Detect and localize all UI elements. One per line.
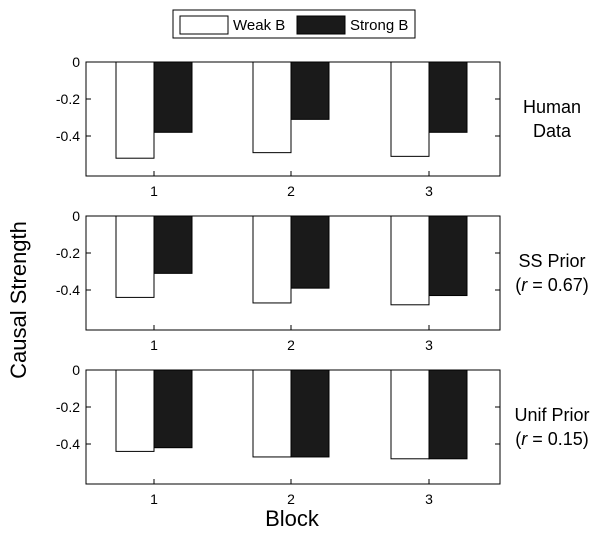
panel-label-line: Human bbox=[523, 97, 581, 117]
x-tick-label: 1 bbox=[150, 337, 158, 353]
legend-label-weak-b: Weak B bbox=[233, 17, 285, 34]
bar-panel1-weak-b-block3 bbox=[390, 61, 430, 157]
x-tick-label: 1 bbox=[150, 183, 158, 199]
y-tick-label: -0.4 bbox=[56, 128, 80, 144]
bar-panel2-strong-b-block3 bbox=[428, 215, 468, 297]
x-tick-label: 3 bbox=[425, 337, 433, 353]
legend-label-strong-b: Strong B bbox=[350, 17, 408, 34]
bar-panel1-weak-b-block2 bbox=[252, 61, 292, 154]
panel-label-line: Data bbox=[533, 121, 572, 141]
y-tick-label: -0.2 bbox=[56, 91, 80, 107]
bar-panel3-weak-b-block2 bbox=[252, 369, 292, 458]
x-tick-label: 1 bbox=[150, 491, 158, 507]
legend-swatch-weak-b bbox=[179, 15, 229, 35]
bar-panel3-strong-b-block1 bbox=[153, 369, 193, 449]
y-tick-label: 0 bbox=[72, 208, 80, 224]
panel-label-line: SS Prior bbox=[518, 251, 585, 271]
bar-panel3-weak-b-block3 bbox=[390, 369, 430, 460]
bar-panel1-strong-b-block1 bbox=[153, 61, 193, 133]
bar-panel2-weak-b-block1 bbox=[115, 215, 155, 298]
x-tick-label: 2 bbox=[287, 337, 295, 353]
y-tick-label: -0.4 bbox=[56, 282, 80, 298]
bar-panel2-strong-b-block2 bbox=[290, 215, 330, 289]
x-tick-label: 3 bbox=[425, 183, 433, 199]
x-tick-label: 2 bbox=[287, 183, 295, 199]
bar-panel1-strong-b-block3 bbox=[428, 61, 468, 133]
y-tick-label: -0.4 bbox=[56, 436, 80, 452]
legend-swatch-strong-b bbox=[296, 15, 346, 35]
y-tick-label: 0 bbox=[72, 54, 80, 70]
panel-1: 0 -0.2 -0.4 1 2 3 Human Data bbox=[56, 54, 581, 199]
panel-label-line: Unif Prior bbox=[514, 405, 589, 425]
bar-panel3-strong-b-block3 bbox=[428, 369, 468, 460]
x-axis-title: Block bbox=[265, 506, 320, 531]
y-tick-label: 0 bbox=[72, 362, 80, 378]
bar-panel2-weak-b-block3 bbox=[390, 215, 430, 306]
y-tick-label: -0.2 bbox=[56, 399, 80, 415]
bar-panel3-weak-b-block1 bbox=[115, 369, 155, 452]
panel-frame bbox=[85, 215, 501, 331]
bar-panel3-strong-b-block2 bbox=[290, 369, 330, 458]
x-tick-label: 2 bbox=[287, 491, 295, 507]
bar-panel1-strong-b-block2 bbox=[290, 61, 330, 120]
x-tick-label: 3 bbox=[425, 491, 433, 507]
panel-3: 0 -0.2 -0.4 1 2 3 Unif Prior (r = 0.15) bbox=[56, 362, 590, 507]
bar-panel2-strong-b-block1 bbox=[153, 215, 193, 274]
legend: Weak B Strong B bbox=[172, 9, 416, 39]
bar-panel1-weak-b-block1 bbox=[115, 61, 155, 159]
panel-frame bbox=[85, 61, 501, 177]
bar-panel2-weak-b-block2 bbox=[252, 215, 292, 304]
y-tick-label: -0.2 bbox=[56, 245, 80, 261]
panels: 0 -0.2 -0.4 1 2 3 Human Data 0 -0.2 -0.4 1 2 3 SS Prio… bbox=[56, 54, 590, 507]
panel-label-line: (r = 0.67) bbox=[515, 275, 589, 295]
panel-2: 0 -0.2 -0.4 1 2 3 SS Prior (r = 0.67) bbox=[56, 208, 589, 353]
panel-label-line: (r = 0.15) bbox=[515, 429, 589, 449]
panel-frame bbox=[85, 369, 501, 485]
y-axis-title: Causal Strength bbox=[6, 221, 31, 379]
